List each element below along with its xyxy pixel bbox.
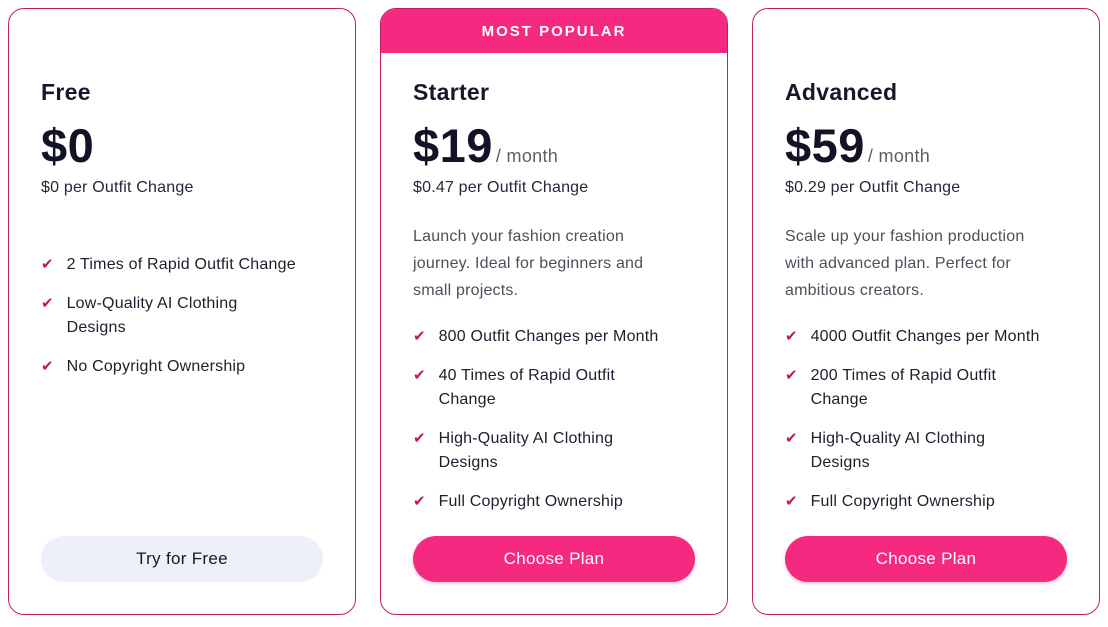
feature-text: 800 Outfit Changes per Month [438,327,659,345]
feature-item: ✔ Full Copyright Ownership [785,490,1067,514]
price-row: $19 / month [413,122,695,169]
feature-item: ✔ 200 Times of Rapid Outfit Change [785,364,1067,412]
feature-list: ✔ 800 Outfit Changes per Month ✔ 40 Time… [413,325,695,529]
card-body: Advanced $59 / month $0.29 per Outfit Ch… [753,9,1099,614]
check-icon: ✔ [41,295,54,312]
plan-price: $59 [785,119,865,172]
plan-unit-price: $0.29 per Outfit Change [785,179,961,196]
check-icon: ✔ [413,366,426,384]
feature-item: ✔ 40 Times of Rapid Outfit Change [413,364,695,412]
plan-unit-price: $0.47 per Outfit Change [413,179,589,196]
feature-list: ✔ 4000 Outfit Changes per Month ✔ 200 Ti… [785,325,1067,529]
check-icon: ✔ [413,327,426,345]
feature-text: High-Quality AI Clothing Designs [810,429,986,471]
plan-title: Free [41,79,91,105]
feature-text: 2 Times of Rapid Outfit Change [66,256,296,273]
pricing-card-free: Free $0 $0 per Outfit Change ✔ 2 Times o… [8,8,356,615]
plan-period: / month [495,146,559,166]
feature-item: ✔ 2 Times of Rapid Outfit Change [41,253,323,277]
plan-period: / month [867,146,931,166]
card-body: Free $0 $0 per Outfit Change ✔ 2 Times o… [9,9,355,614]
feature-item: ✔ High-Quality AI Clothing Designs [413,427,695,475]
plan-title: Starter [413,79,490,105]
plan-unit-price: $0 per Outfit Change [41,179,194,196]
plan-price: $0 [41,119,95,172]
check-icon: ✔ [785,327,798,345]
price-row: $0 [41,122,323,169]
check-icon: ✔ [413,492,426,510]
feature-item: ✔ Full Copyright Ownership [413,490,695,514]
pricing-card-advanced: Advanced $59 / month $0.29 per Outfit Ch… [752,8,1100,615]
feature-text: Low-Quality AI Clothing Designs [66,295,238,336]
card-body: Starter $19 / month $0.47 per Outfit Cha… [381,53,727,614]
price-row: $59 / month [785,122,1067,169]
plan-description: Launch your fashion creation journey. Id… [413,228,644,300]
plan-price: $19 [413,119,493,172]
check-icon: ✔ [785,366,798,384]
feature-list: ✔ 2 Times of Rapid Outfit Change ✔ Low-Q… [41,253,323,394]
choose-plan-button[interactable]: Choose Plan [785,536,1067,582]
choose-plan-button[interactable]: Choose Plan [413,536,695,582]
feature-text: High-Quality AI Clothing Designs [438,429,614,471]
feature-item: ✔ 800 Outfit Changes per Month [413,325,695,349]
check-icon: ✔ [413,429,426,447]
check-icon: ✔ [41,256,54,273]
feature-item: ✔ No Copyright Ownership [41,355,323,379]
plan-description: Scale up your fashion production with ad… [785,228,1025,300]
feature-item: ✔ Low-Quality AI Clothing Designs [41,292,323,340]
feature-item: ✔ High-Quality AI Clothing Designs [785,427,1067,475]
check-icon: ✔ [785,429,798,447]
most-popular-banner: MOST POPULAR [381,9,727,53]
check-icon: ✔ [41,358,54,375]
try-for-free-button[interactable]: Try for Free [41,536,323,582]
check-icon: ✔ [785,492,798,510]
pricing-card-starter: MOST POPULAR Starter $19 / month $0.47 p… [380,8,728,615]
feature-text: Full Copyright Ownership [810,492,996,510]
feature-item: ✔ 4000 Outfit Changes per Month [785,325,1067,349]
feature-text: No Copyright Ownership [66,358,246,375]
feature-text: Full Copyright Ownership [438,492,624,510]
feature-text: 200 Times of Rapid Outfit Change [810,366,997,408]
feature-text: 4000 Outfit Changes per Month [810,327,1040,345]
feature-text: 40 Times of Rapid Outfit Change [438,366,616,408]
plan-title: Advanced [785,79,898,105]
